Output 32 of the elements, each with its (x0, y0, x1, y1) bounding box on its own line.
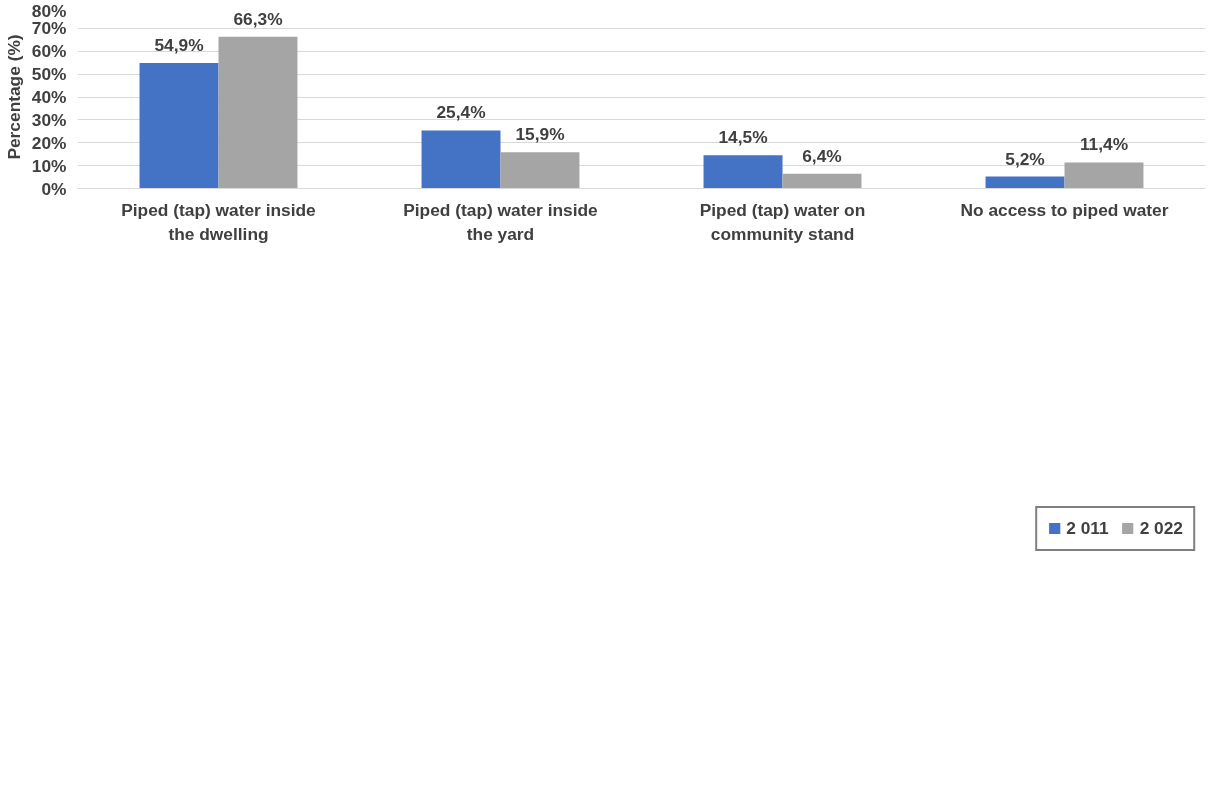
bar (218, 36, 298, 189)
y-tick-label: 70% (31, 18, 67, 39)
data-label: 25,4% (436, 102, 486, 123)
y-tick-label: 20% (31, 132, 67, 153)
x-tick-label: Piped (tap) water inside the yard (403, 199, 599, 244)
y-tick-label: 80% (31, 0, 67, 21)
x-tick-label: No access to piped water (960, 199, 1169, 220)
data-label: 54,9% (154, 34, 204, 55)
y-tick-label: 0% (41, 178, 67, 199)
legend-label: 2 011 (1066, 517, 1109, 539)
bar (985, 176, 1065, 189)
data-label: 15,9% (515, 124, 565, 145)
data-label: 14,5% (718, 127, 768, 148)
y-tick-label: 40% (31, 87, 67, 107)
bar (782, 173, 862, 189)
y-tick-label: 60% (31, 41, 67, 62)
legend-label: 2 022 (1139, 517, 1183, 539)
bar (500, 152, 580, 189)
data-label: 66,3% (233, 8, 283, 29)
bar (703, 155, 783, 189)
bar (139, 62, 219, 189)
data-label: 11,4% (1079, 134, 1129, 155)
y-axis-title: Percentage (%) (3, 34, 24, 160)
bar (1064, 162, 1144, 189)
bar (421, 130, 501, 189)
y-tick-label: 30% (31, 109, 67, 130)
data-label: 6,4% (802, 145, 842, 166)
x-tick-label: Piped (tap) water on community stand (699, 199, 866, 244)
y-tick-label: 10% (31, 155, 67, 176)
y-tick-label: 50% (31, 64, 67, 85)
data-label: 5,2% (1005, 148, 1045, 169)
x-tick-label: Piped (tap) water inside the dwelling (121, 199, 317, 244)
